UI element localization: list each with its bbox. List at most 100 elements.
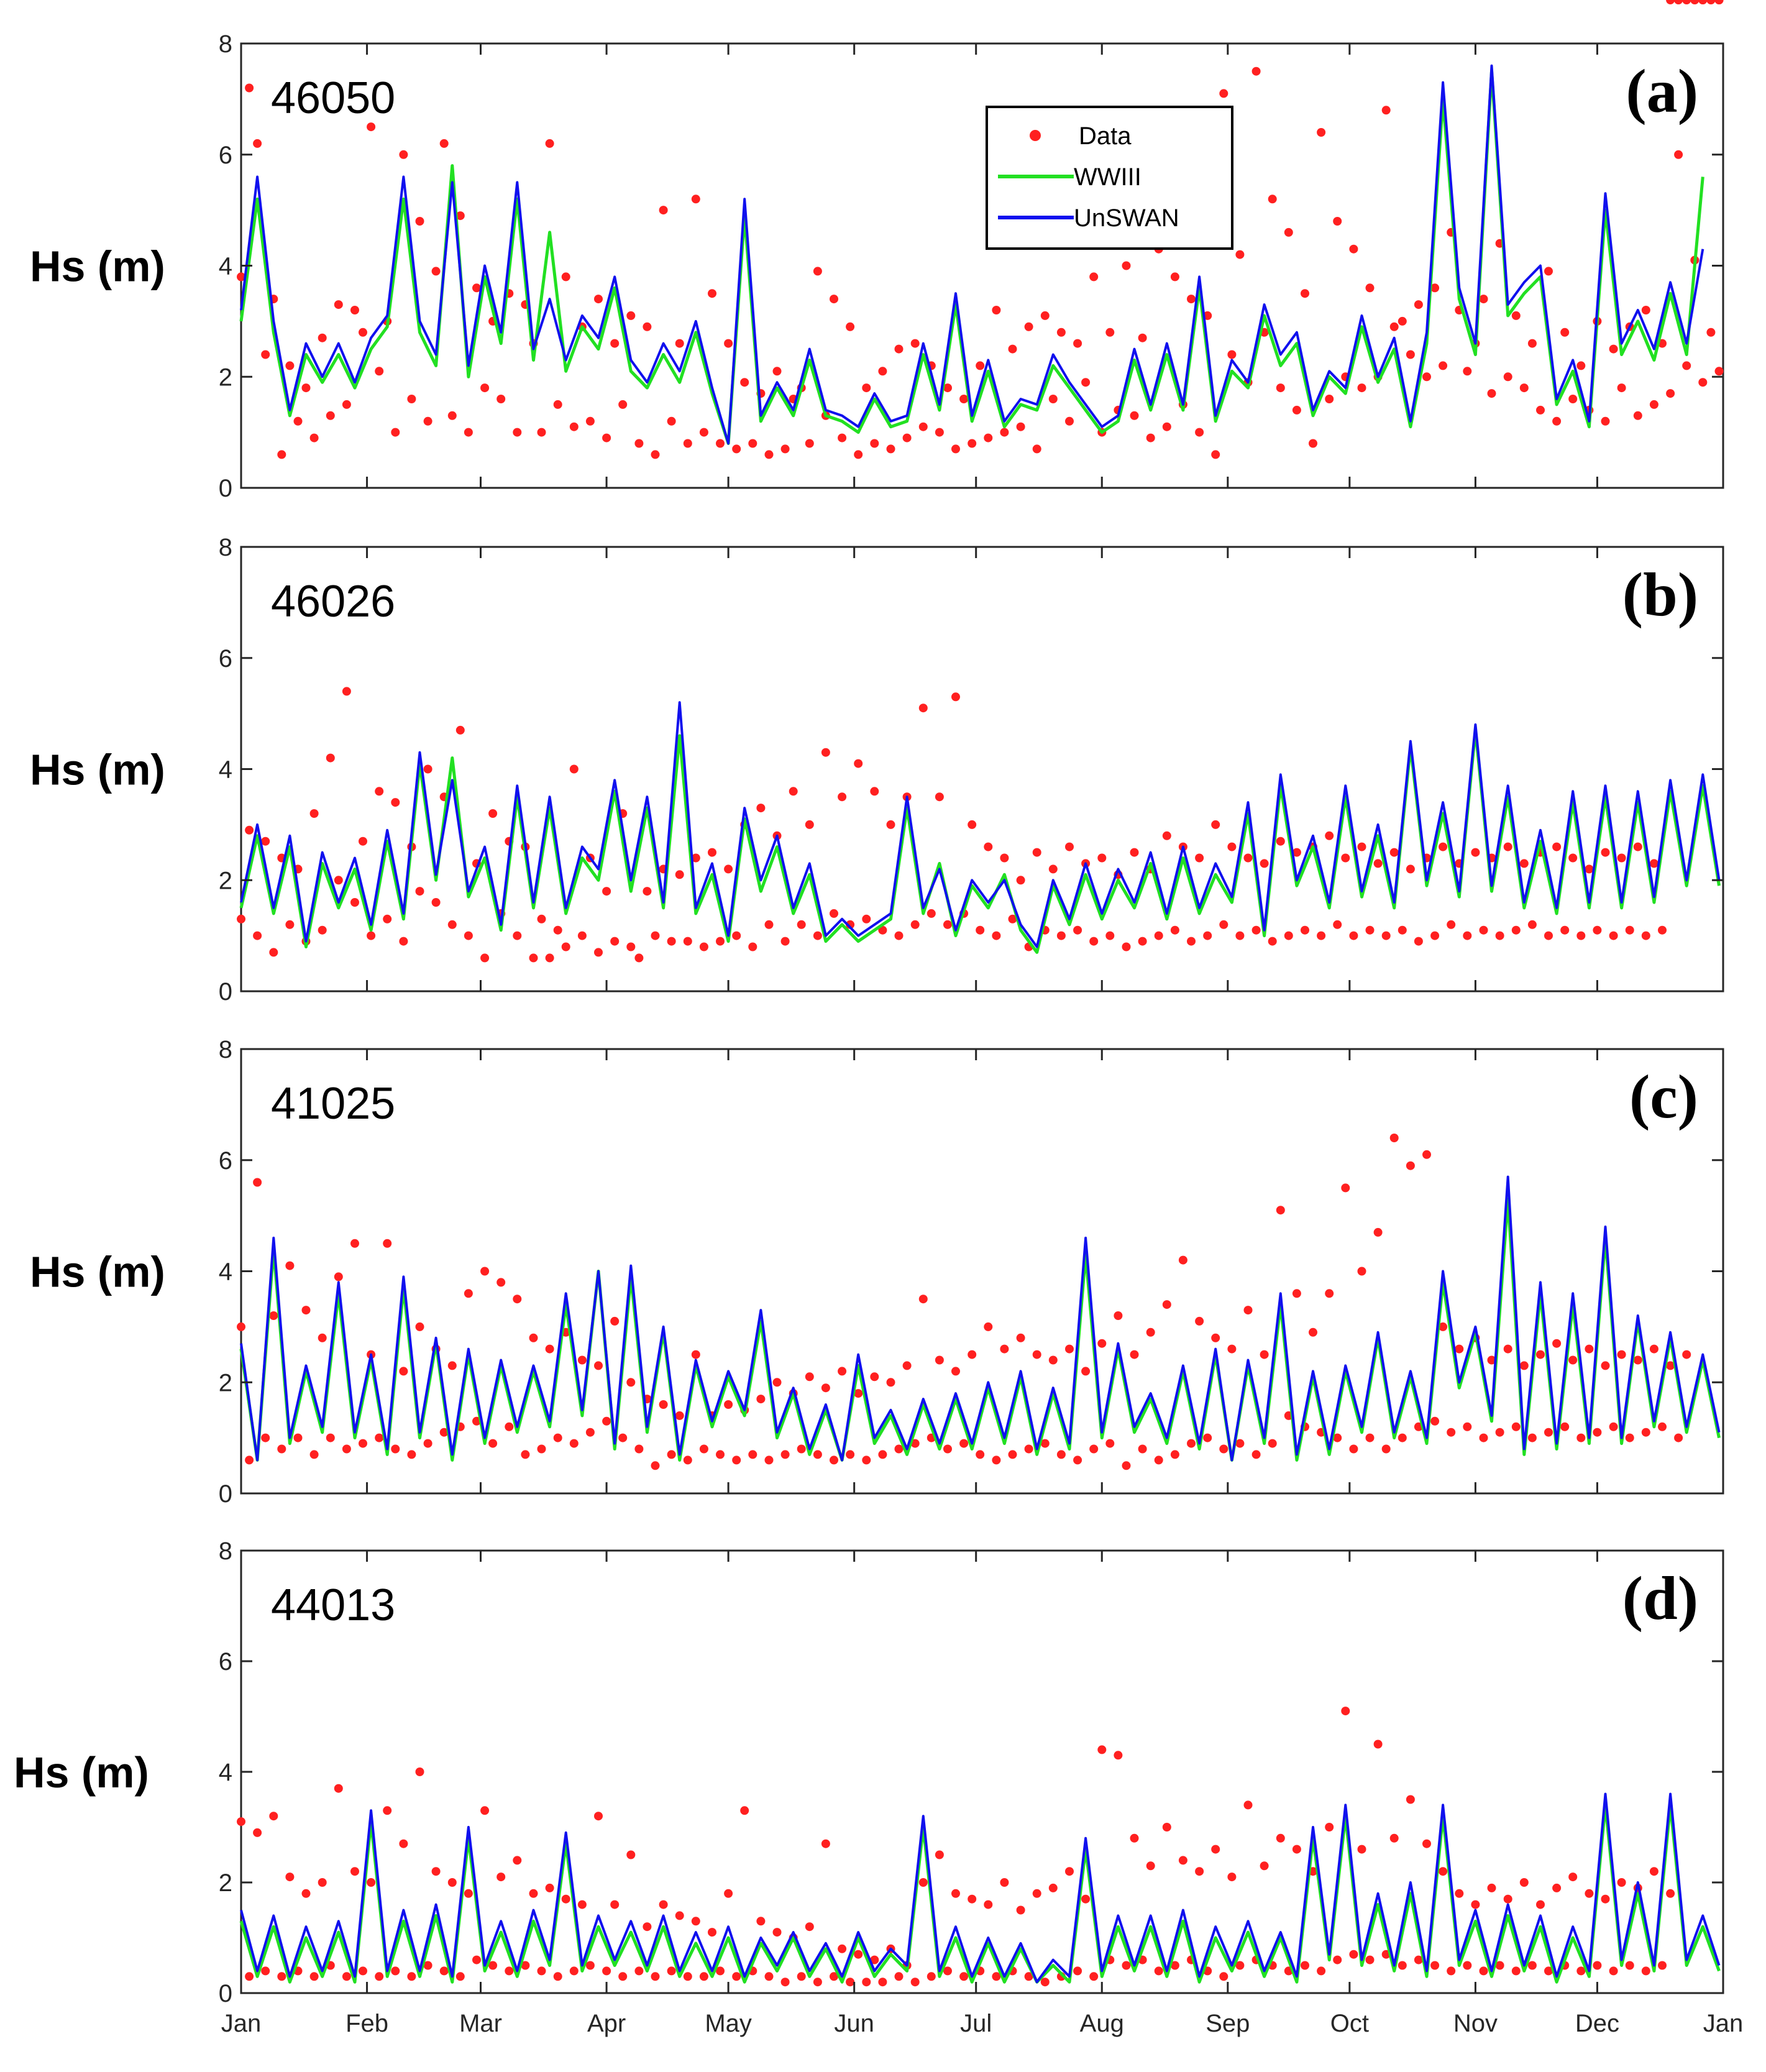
data-point [383, 1239, 392, 1248]
data-point [1519, 1878, 1529, 1887]
data-point [1471, 1900, 1480, 1909]
data-point [537, 428, 546, 437]
data-point [1235, 931, 1245, 940]
data-point [1073, 1455, 1082, 1465]
data-point [716, 439, 725, 448]
data-point [764, 920, 774, 929]
data-point [529, 1889, 538, 1898]
data-point [261, 837, 270, 846]
data-point [1170, 1450, 1179, 1459]
data-point [285, 361, 295, 370]
data-point [708, 1928, 716, 1937]
data-point [545, 139, 554, 148]
data-point [1479, 925, 1488, 935]
data-point [1568, 395, 1578, 403]
data-point [1048, 864, 1058, 874]
data-point [521, 1961, 530, 1970]
data-point [1089, 937, 1099, 946]
legend-label: Data [1079, 122, 1132, 150]
data-point [1097, 1745, 1107, 1754]
data-point [1309, 1327, 1317, 1337]
data-point [237, 914, 245, 924]
data-point [1576, 1966, 1586, 1976]
data-point [1227, 842, 1237, 851]
data-point [391, 1444, 400, 1454]
data-point [1511, 925, 1521, 935]
data-point [1389, 1833, 1399, 1843]
data-point [1154, 931, 1163, 940]
data-point [455, 211, 465, 221]
data-point [464, 931, 473, 940]
data-point [1568, 1355, 1578, 1365]
panel-label: (a) [1626, 57, 1698, 126]
data-point [1544, 1966, 1553, 1976]
series-line-unswan [240, 1175, 1721, 1462]
data-point [1422, 1150, 1431, 1159]
data-point [1503, 1344, 1512, 1354]
data-point [830, 295, 838, 304]
data-point [1479, 1966, 1488, 1976]
data-point [1706, 0, 1716, 4]
data-point [1609, 931, 1618, 940]
data-point [293, 416, 303, 426]
data-point [577, 1900, 587, 1909]
data-point [375, 1972, 384, 1981]
data-point [1292, 848, 1301, 857]
y-tick-label: 4 [219, 1759, 232, 1786]
data-point [1138, 333, 1147, 342]
data-point [334, 1784, 343, 1793]
data-point [505, 1966, 514, 1976]
data-point [1381, 1444, 1391, 1454]
data-point [1682, 1350, 1691, 1359]
data-point [1357, 383, 1366, 393]
data-point [918, 422, 928, 431]
data-point [1585, 1889, 1594, 1898]
data-point [951, 1889, 960, 1898]
x-tick-label: Dec [1575, 2010, 1619, 2037]
data-point [894, 1972, 904, 1981]
data-point [1268, 937, 1277, 946]
data-point [659, 1900, 668, 1909]
data-point [1089, 272, 1099, 282]
data-point [1714, 0, 1724, 4]
data-point [797, 1972, 806, 1981]
data-point [350, 1867, 359, 1876]
y-axis-label: Hs (m) [30, 1248, 165, 1296]
y-tick-label: 2 [219, 1869, 232, 1897]
data-point [1487, 1355, 1496, 1365]
data-point [1487, 389, 1496, 398]
data-point [1333, 920, 1342, 929]
data-point [545, 1344, 554, 1354]
data-point [878, 925, 887, 935]
data-point [1000, 428, 1009, 437]
data-point [1439, 361, 1448, 370]
data-point [886, 444, 895, 454]
data-point [1463, 367, 1472, 376]
data-point [1641, 306, 1650, 314]
x-tick-label: Nov [1453, 2010, 1498, 2037]
plot-area [240, 42, 1724, 489]
data-point [1325, 1289, 1334, 1298]
data-point [1211, 1845, 1220, 1854]
data-point [496, 1278, 506, 1287]
data-point [1016, 1333, 1025, 1342]
data-point [1065, 416, 1074, 426]
data-point [910, 339, 920, 348]
y-tick-label: 6 [219, 1648, 232, 1675]
data-point [716, 937, 725, 946]
x-tick-label: Jan [1703, 2010, 1744, 2037]
legend-label: WWIII [1074, 163, 1141, 191]
data-point [488, 809, 498, 818]
data-point [1617, 1350, 1626, 1359]
data-point [375, 787, 384, 796]
y-tick-label: 0 [219, 475, 232, 502]
data-point [423, 764, 432, 774]
data-point [269, 1812, 278, 1821]
data-point [1203, 1433, 1212, 1442]
data-point [805, 1372, 814, 1382]
data-point [1649, 1344, 1658, 1354]
data-point [854, 450, 863, 459]
data-point [1463, 931, 1472, 940]
data-point [1219, 1972, 1228, 1981]
data-point [342, 1972, 351, 1981]
